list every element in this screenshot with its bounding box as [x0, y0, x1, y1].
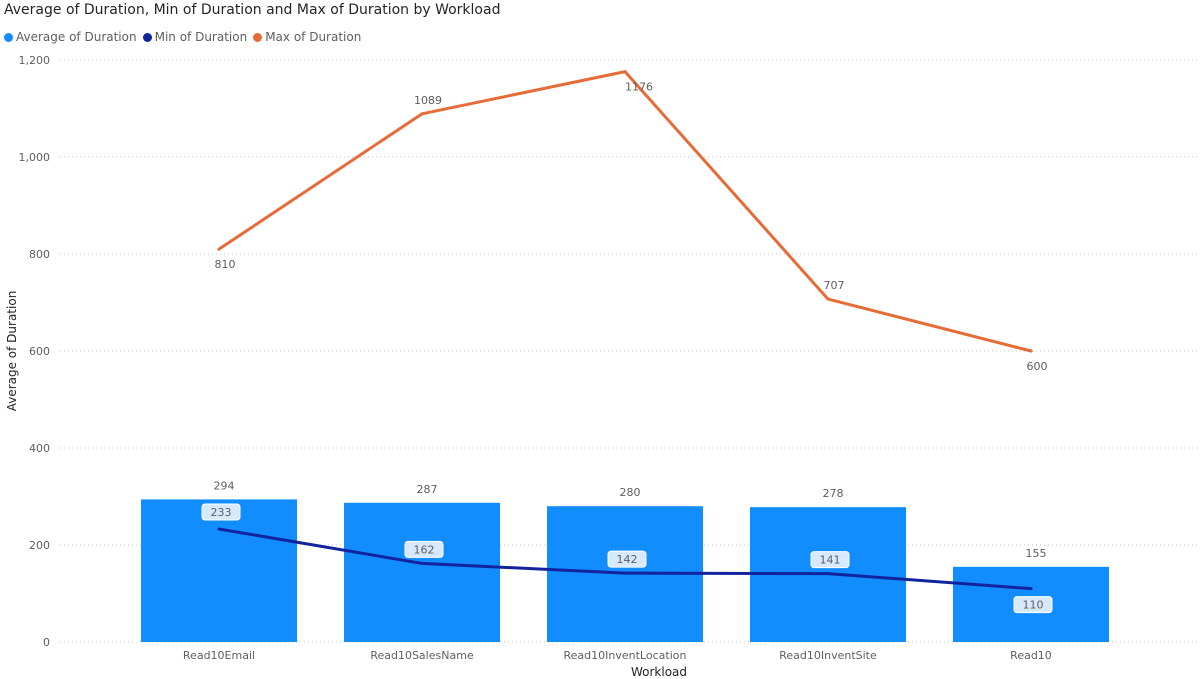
legend-item-max[interactable]: Max of Duration: [253, 30, 361, 44]
y-tick-label: 800: [29, 248, 50, 261]
max-data-label: 600: [1027, 360, 1048, 373]
min-data-label-bg: [810, 551, 850, 569]
max-data-label: 1176: [625, 81, 653, 94]
min-data-label-bg: [201, 503, 241, 521]
min-duration-line-point[interactable]: [1029, 587, 1033, 591]
max-data-label: 1089: [414, 94, 442, 107]
legend-label-min: Min of Duration: [154, 30, 248, 44]
x-tick-label: Read10Email: [183, 649, 255, 662]
min-duration-line-point[interactable]: [420, 561, 424, 565]
min-data-label: 141: [820, 554, 841, 567]
min-duration-line-point[interactable]: [826, 572, 830, 576]
y-tick-label: 600: [29, 345, 50, 358]
legend-marker-min: [142, 32, 152, 42]
legend-label-average: Average of Duration: [16, 30, 137, 44]
max-duration-line-point[interactable]: [623, 70, 627, 74]
bar-data-label: 155: [1026, 547, 1047, 560]
max-data-label: 810: [215, 258, 236, 271]
legend-item-min[interactable]: Min of Duration: [142, 30, 248, 44]
x-tick-label: Read10: [1010, 649, 1052, 662]
y-tick-label: 0: [43, 636, 50, 649]
legend-item-average[interactable]: Average of Duration: [4, 30, 137, 44]
min-data-label-bg: [404, 540, 444, 558]
max-duration-line-point[interactable]: [1029, 349, 1033, 353]
max-data-label: 707: [824, 279, 845, 292]
y-axis-title: Average of Duration: [5, 291, 19, 412]
y-tick-label: 200: [29, 539, 50, 552]
legend-label-max: Max of Duration: [265, 30, 362, 44]
min-data-label-bg: [607, 550, 647, 568]
max-duration-line-point[interactable]: [826, 297, 830, 301]
max-duration-line-point[interactable]: [420, 112, 424, 116]
bar[interactable]: [141, 499, 297, 642]
bar-data-label: 280: [620, 486, 641, 499]
legend: Average of Duration Min of Duration Max …: [4, 30, 367, 44]
y-tick-label: 400: [29, 442, 50, 455]
min-data-label-bg: [1013, 596, 1053, 614]
min-data-label: 142: [617, 553, 638, 566]
min-data-label: 110: [1023, 599, 1044, 612]
legend-marker-max: [253, 32, 263, 42]
bar-data-label: 287: [417, 483, 438, 496]
min-data-label: 162: [414, 543, 435, 556]
max-duration-line[interactable]: [217, 70, 1033, 353]
min-duration-line-point[interactable]: [217, 527, 221, 531]
bar-data-label: 278: [823, 487, 844, 500]
x-tick-label: Read10SalesName: [370, 649, 474, 662]
bar[interactable]: [344, 502, 500, 642]
y-tick-label: 1,200: [19, 54, 51, 67]
min-data-label: 233: [211, 506, 232, 519]
max-duration-line-point[interactable]: [217, 247, 221, 251]
legend-marker-average: [4, 32, 13, 42]
x-tick-label: Read10InventLocation: [564, 649, 687, 662]
bar-data-label: 294: [214, 479, 235, 492]
chart-title: Average of Duration, Min of Duration and…: [4, 2, 501, 18]
min-duration-line-point[interactable]: [623, 571, 627, 575]
y-tick-label: 1,000: [19, 151, 51, 164]
x-tick-label: Read10InventSite: [779, 649, 877, 662]
x-axis-title: Workload: [631, 665, 687, 679]
